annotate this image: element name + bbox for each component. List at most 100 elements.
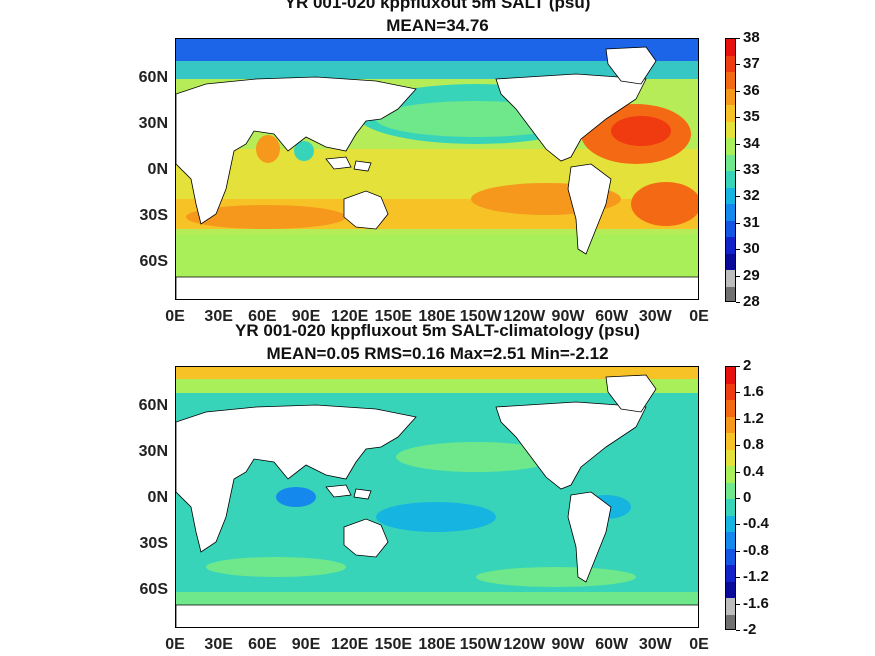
panel1-colorbar-tick bbox=[736, 170, 740, 171]
panel2-colorbar-segment bbox=[726, 449, 735, 466]
panel1-colorbar-tick-label: 34 bbox=[743, 134, 760, 152]
panel2-colorbar-segment bbox=[726, 433, 735, 450]
panel1-salinity-map bbox=[175, 38, 699, 300]
panel2-colorbar-tick bbox=[736, 524, 740, 526]
panel2-colorbar-tick bbox=[736, 630, 740, 631]
panel1-lon-label: 0E bbox=[165, 308, 185, 325]
panel1-colorbar-segment bbox=[726, 121, 735, 138]
panel1-colorbar-tick-label: 37 bbox=[743, 55, 760, 73]
panel2-colorbar-tick bbox=[736, 550, 740, 552]
panel1-colorbar-segment bbox=[726, 270, 735, 287]
panel2-lon-label: 180E bbox=[418, 636, 456, 653]
panel2-lon-label: 60W bbox=[595, 636, 629, 653]
panel1-lat-label: 30S bbox=[139, 207, 168, 224]
panel2-colorbar-segment bbox=[726, 499, 735, 516]
panel2-colorbar-segment bbox=[726, 548, 735, 565]
panel2-lon-label: 30W bbox=[638, 636, 672, 653]
panel1-colorbar-segment bbox=[726, 237, 735, 254]
panel1-title-line2: MEAN=34.76 bbox=[386, 16, 489, 35]
panel2-colorbar-tick-label: -0.4 bbox=[743, 515, 769, 533]
panel2-difference-map bbox=[175, 366, 699, 628]
panel1-colorbar-segment bbox=[726, 55, 735, 72]
panel2-colorbar-tick bbox=[736, 471, 740, 473]
panel1-colorbar-segment bbox=[726, 154, 735, 171]
panel1-colorbar-tick-label: 33 bbox=[743, 161, 760, 178]
panel1-colorbar-segment bbox=[726, 39, 735, 56]
panel1-lat-label: 0N bbox=[147, 161, 168, 178]
panel2-colorbar-tick bbox=[736, 498, 740, 499]
panel2-colorbar-tick bbox=[736, 445, 740, 447]
panel1-title-line1: YR 001-020 kppfluxout 5m SALT (psu) bbox=[284, 0, 591, 12]
panel1-lon-label: 150E bbox=[374, 308, 413, 325]
panel1-colorbar-tick bbox=[736, 249, 740, 251]
panel1-colorbar-segment bbox=[726, 204, 735, 221]
panel1-lon-label: 30E bbox=[204, 308, 233, 325]
panel1-colorbar-tick bbox=[736, 222, 740, 224]
panel1-colorbar-tick-label: 30 bbox=[743, 240, 760, 258]
panel1-colorbar-tick-label: 38 bbox=[743, 29, 760, 46]
panel2-lon-label: 120W bbox=[503, 636, 546, 653]
panel1-colorbar-segment bbox=[726, 72, 735, 89]
panel1-lon-label: 30W bbox=[638, 308, 672, 325]
panel2-lon-label: 150E bbox=[374, 636, 413, 653]
panel1-colorbar-segment bbox=[726, 171, 735, 188]
panel2-colorbar-tick bbox=[736, 392, 740, 394]
panel2-colorbar-tick-label: 0 bbox=[743, 489, 752, 506]
panel1-lon-label: 90W bbox=[551, 308, 585, 325]
panel2-colorbar-segment bbox=[726, 532, 735, 549]
panel1-colorbar-segment bbox=[726, 187, 735, 204]
panel1-lon-label: 120W bbox=[503, 308, 546, 325]
panel2-colorbar-tick-label: 1.2 bbox=[743, 409, 764, 427]
panel2-colorbar-tick bbox=[736, 577, 740, 579]
panel1-colorbar-segment bbox=[726, 253, 735, 270]
panel2-colorbar-segment bbox=[726, 383, 735, 400]
panel1-lat-label: 60S bbox=[139, 253, 168, 270]
panel1-colorbar-tick-label: 29 bbox=[743, 266, 760, 284]
panel2-lat-label: 0N bbox=[147, 489, 168, 506]
panel2-lon-label: 0E bbox=[165, 636, 185, 653]
panel1-colorbar-tick-label: 35 bbox=[743, 108, 760, 126]
panel1-colorbar-tick bbox=[736, 302, 740, 303]
panel2-lat-label: 30S bbox=[139, 535, 168, 552]
panel2-lat-label: 60S bbox=[139, 581, 168, 598]
panel2-colorbar-segment bbox=[726, 400, 735, 417]
panel2-colorbar-tick bbox=[736, 418, 740, 420]
panel2-colorbar-tick bbox=[736, 603, 740, 605]
panel2-colorbar-segment bbox=[726, 614, 735, 629]
panel2-colorbar-tick-label: -0.8 bbox=[743, 541, 769, 559]
panel1-colorbar-segment bbox=[726, 220, 735, 237]
panel1-colorbar-tick bbox=[736, 64, 740, 66]
panel1-lon-label: 90E bbox=[291, 308, 321, 325]
panel1-colorbar bbox=[725, 38, 736, 302]
panel2-colorbar-tick-label: 2 bbox=[743, 357, 752, 374]
panel2-colorbar-tick-label: -2 bbox=[743, 621, 757, 638]
panel1-colorbar-tick-label: 28 bbox=[743, 293, 760, 310]
panel1-lon-label: 60E bbox=[248, 308, 277, 325]
panel1-lon-label: 120E bbox=[330, 308, 369, 325]
panel2-colorbar-segment bbox=[726, 416, 735, 433]
panel2-lon-label: 0E bbox=[689, 636, 709, 653]
panel1-lon-label: 60W bbox=[595, 308, 629, 325]
panel2-lat-label: 60N bbox=[138, 397, 168, 414]
panel1-colorbar-tick bbox=[736, 90, 740, 92]
panel1-colorbar-segment bbox=[726, 105, 735, 122]
panel2-title-line1: YR 001-020 kppfluxout 5m SALT-climatolog… bbox=[235, 321, 640, 340]
panel1-colorbar-tick-label: 32 bbox=[743, 187, 760, 205]
panel1-colorbar-segment bbox=[726, 88, 735, 105]
panel2-lat-label: 30N bbox=[138, 443, 168, 460]
panel2-colorbar bbox=[725, 366, 736, 630]
panel1-lat-label: 30N bbox=[138, 115, 168, 132]
panel2-title-line2: MEAN=0.05 RMS=0.16 Max=2.51 Min=-2.12 bbox=[266, 344, 609, 363]
panel1-colorbar-tick-label: 31 bbox=[743, 213, 760, 231]
panel2-colorbar-tick bbox=[736, 366, 740, 367]
panel2-colorbar-segment bbox=[726, 515, 735, 532]
panel2-lon-label: 120E bbox=[330, 636, 369, 653]
panel2-colorbar-tick-label: 0.8 bbox=[743, 436, 764, 454]
panel1-colorbar-tick bbox=[736, 117, 740, 119]
panel1-lat-label: 60N bbox=[138, 69, 168, 86]
panel2-colorbar-segment bbox=[726, 598, 735, 615]
panel1-colorbar-tick bbox=[736, 196, 740, 198]
panel2-colorbar-tick-label: 1.6 bbox=[743, 383, 764, 401]
panel1-colorbar-tick bbox=[736, 38, 740, 39]
panel2-colorbar-segment bbox=[726, 367, 735, 384]
